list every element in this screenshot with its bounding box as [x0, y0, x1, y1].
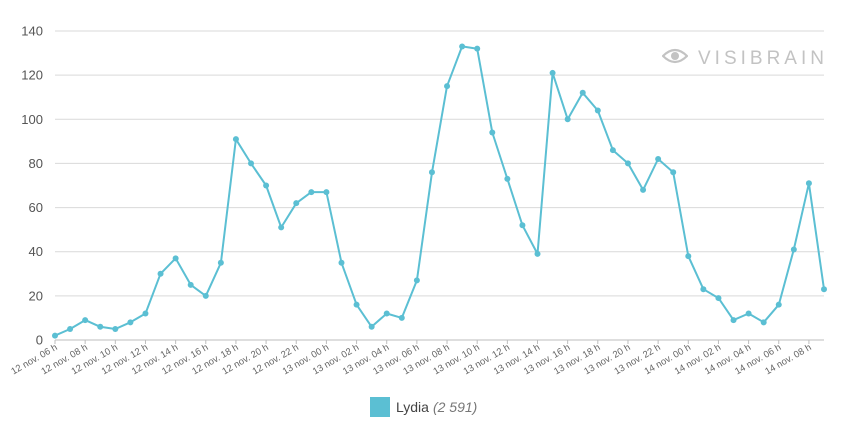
data-point[interactable] [444, 83, 451, 90]
legend-series-total: (2 591) [432, 399, 478, 415]
y-tick-label: 80 [29, 156, 43, 171]
legend[interactable]: Lydia (2 591) [370, 397, 477, 417]
y-tick-label: 40 [29, 244, 43, 259]
data-point[interactable] [579, 89, 586, 96]
data-point[interactable] [821, 286, 827, 293]
data-point[interactable] [474, 45, 481, 52]
data-point[interactable] [368, 323, 375, 330]
series-lydia-line [54, 45, 825, 337]
data-point[interactable] [398, 314, 405, 321]
data-point[interactable] [730, 317, 737, 324]
data-point[interactable] [640, 186, 647, 193]
data-point[interactable] [504, 175, 511, 182]
data-point[interactable] [413, 277, 420, 284]
data-point[interactable] [594, 107, 601, 114]
data-point[interactable] [564, 116, 571, 123]
data-point[interactable] [700, 286, 707, 293]
data-point[interactable] [142, 310, 149, 317]
y-axis-tick-labels: 0 20 40 60 80 100 120 140 [21, 24, 43, 348]
data-point[interactable] [127, 319, 134, 326]
data-point[interactable] [428, 169, 435, 176]
series-line [54, 45, 825, 337]
series-lydia-points [52, 43, 827, 339]
data-point[interactable] [353, 301, 360, 308]
data-point[interactable] [775, 301, 782, 308]
data-point[interactable] [157, 270, 164, 277]
data-point[interactable] [293, 200, 300, 207]
data-point[interactable] [217, 259, 224, 266]
y-tick-label: 140 [21, 24, 43, 39]
data-point[interactable] [97, 323, 104, 330]
data-point[interactable] [338, 259, 345, 266]
data-point[interactable] [248, 160, 255, 167]
data-point[interactable] [760, 319, 767, 326]
data-point[interactable] [172, 255, 179, 262]
data-point[interactable] [670, 169, 677, 176]
data-point[interactable] [549, 69, 556, 76]
data-point[interactable] [715, 295, 722, 302]
legend-series-name: Lydia [396, 399, 429, 415]
y-tick-label: 20 [29, 288, 43, 303]
watermark-text: VISIBRAIN [698, 48, 828, 69]
y-tick-label: 100 [21, 112, 43, 127]
y-tick-label: 0 [36, 333, 43, 348]
data-point[interactable] [232, 136, 239, 143]
data-point[interactable] [519, 222, 526, 229]
data-point[interactable] [383, 310, 390, 317]
visibrain-watermark: VISIBRAIN [661, 47, 828, 71]
x-axis-tick-labels: 12 nov. 06 h12 nov. 08 h12 nov. 10 h12 n… [9, 340, 813, 377]
data-point[interactable] [805, 180, 812, 187]
data-point[interactable] [67, 325, 74, 332]
y-tick-label: 120 [21, 68, 43, 83]
data-point[interactable] [745, 310, 752, 317]
data-point[interactable] [685, 253, 692, 260]
data-point[interactable] [489, 129, 496, 136]
data-point[interactable] [609, 147, 616, 154]
data-point[interactable] [187, 281, 194, 288]
eye-icon [661, 47, 689, 71]
data-point[interactable] [459, 43, 466, 50]
y-tick-label: 60 [29, 200, 43, 215]
data-point[interactable] [82, 317, 89, 324]
data-point[interactable] [323, 189, 330, 196]
data-point[interactable] [263, 182, 270, 189]
data-point[interactable] [624, 160, 631, 167]
data-point[interactable] [112, 325, 119, 332]
data-point[interactable] [308, 189, 315, 196]
data-point[interactable] [655, 156, 662, 163]
data-point[interactable] [278, 224, 285, 231]
data-point[interactable] [790, 246, 797, 253]
gridlines [55, 30, 824, 341]
data-point[interactable] [52, 332, 58, 339]
data-point[interactable] [202, 292, 209, 299]
data-point[interactable] [534, 250, 541, 257]
legend-swatch [370, 397, 390, 417]
